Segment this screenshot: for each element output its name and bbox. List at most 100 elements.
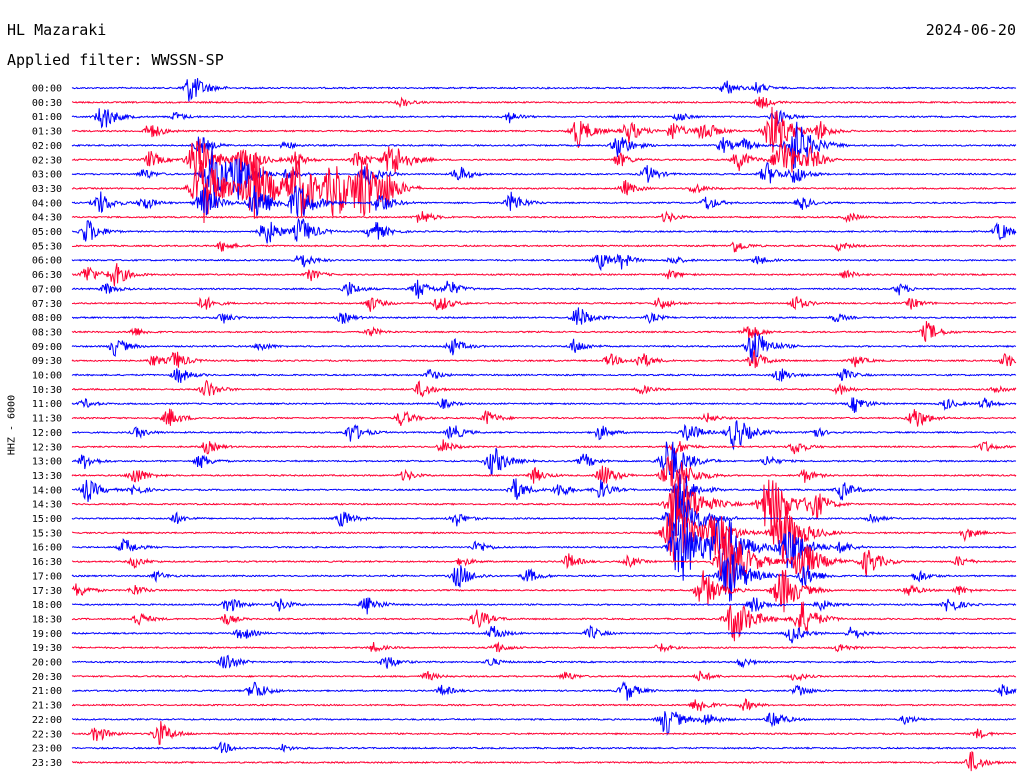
time-tick-label: 15:30 [32,528,62,539]
time-tick-label: 12:00 [32,428,62,439]
time-tick-label: 16:30 [32,557,62,568]
time-tick-label: 23:30 [32,758,62,769]
time-tick-label: 00:30 [32,98,62,109]
seismic-trace [71,253,1017,272]
time-tick-label: 17:00 [32,571,62,582]
time-tick-label: 10:00 [32,371,62,382]
seismic-trace [71,295,1017,312]
time-tick-label: 08:30 [32,327,62,338]
seismic-trace [71,680,1017,701]
time-tick-label: 19:00 [32,629,62,640]
seismic-trace [71,408,1017,427]
time-tick-label: 09:00 [32,342,62,353]
time-tick-label: 10:30 [32,385,62,396]
time-tick-label: 07:00 [32,284,62,295]
seismic-trace [71,488,1017,541]
station-name: HL Mazaraki [7,21,107,39]
seismic-trace [71,321,1017,342]
time-tick-label: 20:30 [32,672,62,683]
seismic-trace [71,217,1017,244]
time-tick-label: 18:00 [32,600,62,611]
seismic-trace [71,526,1017,595]
seismic-trace [71,185,1017,217]
seismic-trace [71,333,1017,363]
seismic-trace [71,106,1017,153]
time-tick-label: 15:00 [32,514,62,525]
seismic-trace [71,698,1017,712]
seismic-trace [71,641,1017,653]
seismic-trace [71,474,1017,506]
time-tick-label: 08:00 [32,313,62,324]
seismic-trace [71,240,1017,253]
time-tick-label: 11:30 [32,414,62,425]
seismic-trace [71,554,1017,602]
applied-filter: Applied filter: WWSSN-SP [7,51,224,69]
seismic-trace [71,307,1017,325]
seismic-trace [71,455,1017,494]
seismic-trace [71,279,1017,299]
seismic-trace [71,569,1017,613]
time-tick-label: 03:00 [32,170,62,181]
time-tick-label: 01:30 [32,127,62,138]
time-tick-label: 13:30 [32,471,62,482]
time-tick-label: 04:00 [32,198,62,209]
seismic-trace [71,108,1017,129]
seismic-trace [71,138,1017,178]
time-tick-label: 05:00 [32,227,62,238]
seismic-trace [71,420,1017,451]
time-tick-label: 02:00 [32,141,62,152]
seismic-trace [71,439,1017,456]
time-tick-label: 00:00 [32,84,62,95]
seismic-trace [71,517,1017,581]
seismic-trace [71,441,1017,479]
seismic-trace [71,624,1017,644]
seismic-trace [71,349,1017,369]
time-tick-label: 06:30 [32,270,62,281]
time-tick-label: 06:00 [32,256,62,267]
time-tick-label: 23:00 [32,744,62,755]
time-tick-label: 22:00 [32,715,62,726]
time-tick-label: 22:30 [32,729,62,740]
record-date: 2024-06-20 [925,21,1016,39]
seismic-trace [71,263,1017,287]
time-tick-label: 18:30 [32,614,62,625]
time-tick-label: 11:00 [32,399,62,410]
time-tick-label: 20:00 [32,658,62,669]
time-tick-label: 01:00 [32,112,62,123]
seismic-trace [71,711,1017,736]
seismic-trace [71,654,1016,669]
time-tick-label: 17:30 [32,586,62,597]
seismic-trace [71,121,1017,170]
seismic-trace [71,397,1017,413]
time-tick-label: 09:30 [32,356,62,367]
seismic-trace [71,721,1016,746]
seismic-trace [71,96,1017,109]
seismic-trace [71,368,1017,384]
time-tick-label: 14:00 [32,485,62,496]
time-tick-label: 07:30 [32,299,62,310]
time-tick-label: 16:00 [32,543,62,554]
seismic-trace [71,78,1017,102]
seismic-trace [71,210,1016,224]
time-tick-label: 21:00 [32,686,62,697]
time-tick-label: 05:30 [32,241,62,252]
seismic-trace [71,670,1017,682]
seismic-trace [72,597,1017,615]
seismic-trace [71,145,1017,200]
time-tick-label: 13:00 [32,457,62,468]
seismic-trace [71,477,1017,535]
time-tick-label: 19:30 [32,643,62,654]
seismic-trace [71,741,1017,754]
time-tick-label: 12:30 [32,442,62,453]
seismic-trace [71,154,1017,224]
time-tick-label: 02:30 [32,155,62,166]
seismic-trace [71,750,1017,772]
time-tick-label: 14:30 [32,500,62,511]
time-tick-label: 21:30 [32,701,62,712]
seismic-trace [71,379,1017,398]
time-tick-label: 04:30 [32,213,62,224]
time-tick-label: 03:30 [32,184,62,195]
seismic-trace [71,601,1017,642]
seismic-trace [71,501,1017,566]
